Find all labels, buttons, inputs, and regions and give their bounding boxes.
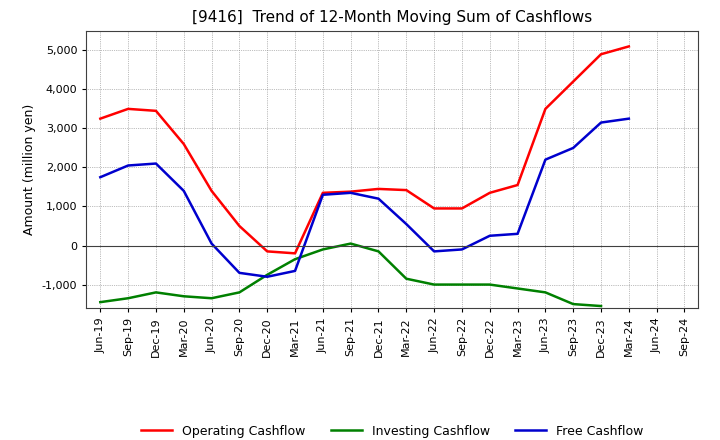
- Line: Investing Cashflow: Investing Cashflow: [100, 244, 601, 306]
- Free Cashflow: [96, 175, 104, 180]
- Operating Cashflow: [152, 108, 161, 114]
- Operating Cashflow: [513, 182, 522, 187]
- Operating Cashflow: [541, 106, 550, 111]
- Investing Cashflow: [541, 290, 550, 295]
- Free Cashflow: [458, 247, 467, 252]
- Free Cashflow: [318, 192, 327, 198]
- Investing Cashflow: [179, 293, 188, 299]
- Free Cashflow: [291, 268, 300, 274]
- Free Cashflow: [346, 190, 355, 195]
- Investing Cashflow: [96, 300, 104, 305]
- Investing Cashflow: [235, 290, 243, 295]
- Operating Cashflow: [458, 206, 467, 211]
- Line: Operating Cashflow: Operating Cashflow: [100, 46, 629, 253]
- Operating Cashflow: [569, 79, 577, 84]
- Operating Cashflow: [402, 187, 410, 193]
- Investing Cashflow: [458, 282, 467, 287]
- Free Cashflow: [569, 145, 577, 150]
- Investing Cashflow: [124, 296, 132, 301]
- Operating Cashflow: [235, 224, 243, 229]
- Operating Cashflow: [485, 190, 494, 195]
- Operating Cashflow: [430, 206, 438, 211]
- Free Cashflow: [124, 163, 132, 168]
- Investing Cashflow: [207, 296, 216, 301]
- Y-axis label: Amount (million yen): Amount (million yen): [23, 104, 36, 235]
- Operating Cashflow: [96, 116, 104, 121]
- Investing Cashflow: [318, 247, 327, 252]
- Operating Cashflow: [346, 189, 355, 194]
- Investing Cashflow: [152, 290, 161, 295]
- Free Cashflow: [402, 221, 410, 227]
- Free Cashflow: [541, 157, 550, 162]
- Free Cashflow: [235, 270, 243, 275]
- Free Cashflow: [485, 233, 494, 238]
- Investing Cashflow: [402, 276, 410, 281]
- Operating Cashflow: [179, 141, 188, 147]
- Investing Cashflow: [485, 282, 494, 287]
- Free Cashflow: [597, 120, 606, 125]
- Free Cashflow: [263, 274, 271, 279]
- Investing Cashflow: [597, 304, 606, 309]
- Investing Cashflow: [569, 301, 577, 307]
- Free Cashflow: [513, 231, 522, 236]
- Investing Cashflow: [346, 241, 355, 246]
- Line: Free Cashflow: Free Cashflow: [100, 119, 629, 277]
- Free Cashflow: [179, 188, 188, 194]
- Investing Cashflow: [513, 286, 522, 291]
- Free Cashflow: [624, 116, 633, 121]
- Title: [9416]  Trend of 12-Month Moving Sum of Cashflows: [9416] Trend of 12-Month Moving Sum of C…: [192, 11, 593, 26]
- Operating Cashflow: [263, 249, 271, 254]
- Investing Cashflow: [263, 272, 271, 278]
- Free Cashflow: [430, 249, 438, 254]
- Operating Cashflow: [124, 106, 132, 111]
- Operating Cashflow: [207, 188, 216, 194]
- Free Cashflow: [207, 241, 216, 246]
- Operating Cashflow: [318, 190, 327, 195]
- Free Cashflow: [374, 196, 383, 202]
- Legend: Operating Cashflow, Investing Cashflow, Free Cashflow: Operating Cashflow, Investing Cashflow, …: [136, 420, 649, 440]
- Operating Cashflow: [624, 44, 633, 49]
- Operating Cashflow: [291, 251, 300, 256]
- Investing Cashflow: [430, 282, 438, 287]
- Operating Cashflow: [374, 186, 383, 191]
- Operating Cashflow: [597, 51, 606, 57]
- Investing Cashflow: [374, 249, 383, 254]
- Free Cashflow: [152, 161, 161, 166]
- Investing Cashflow: [291, 257, 300, 262]
